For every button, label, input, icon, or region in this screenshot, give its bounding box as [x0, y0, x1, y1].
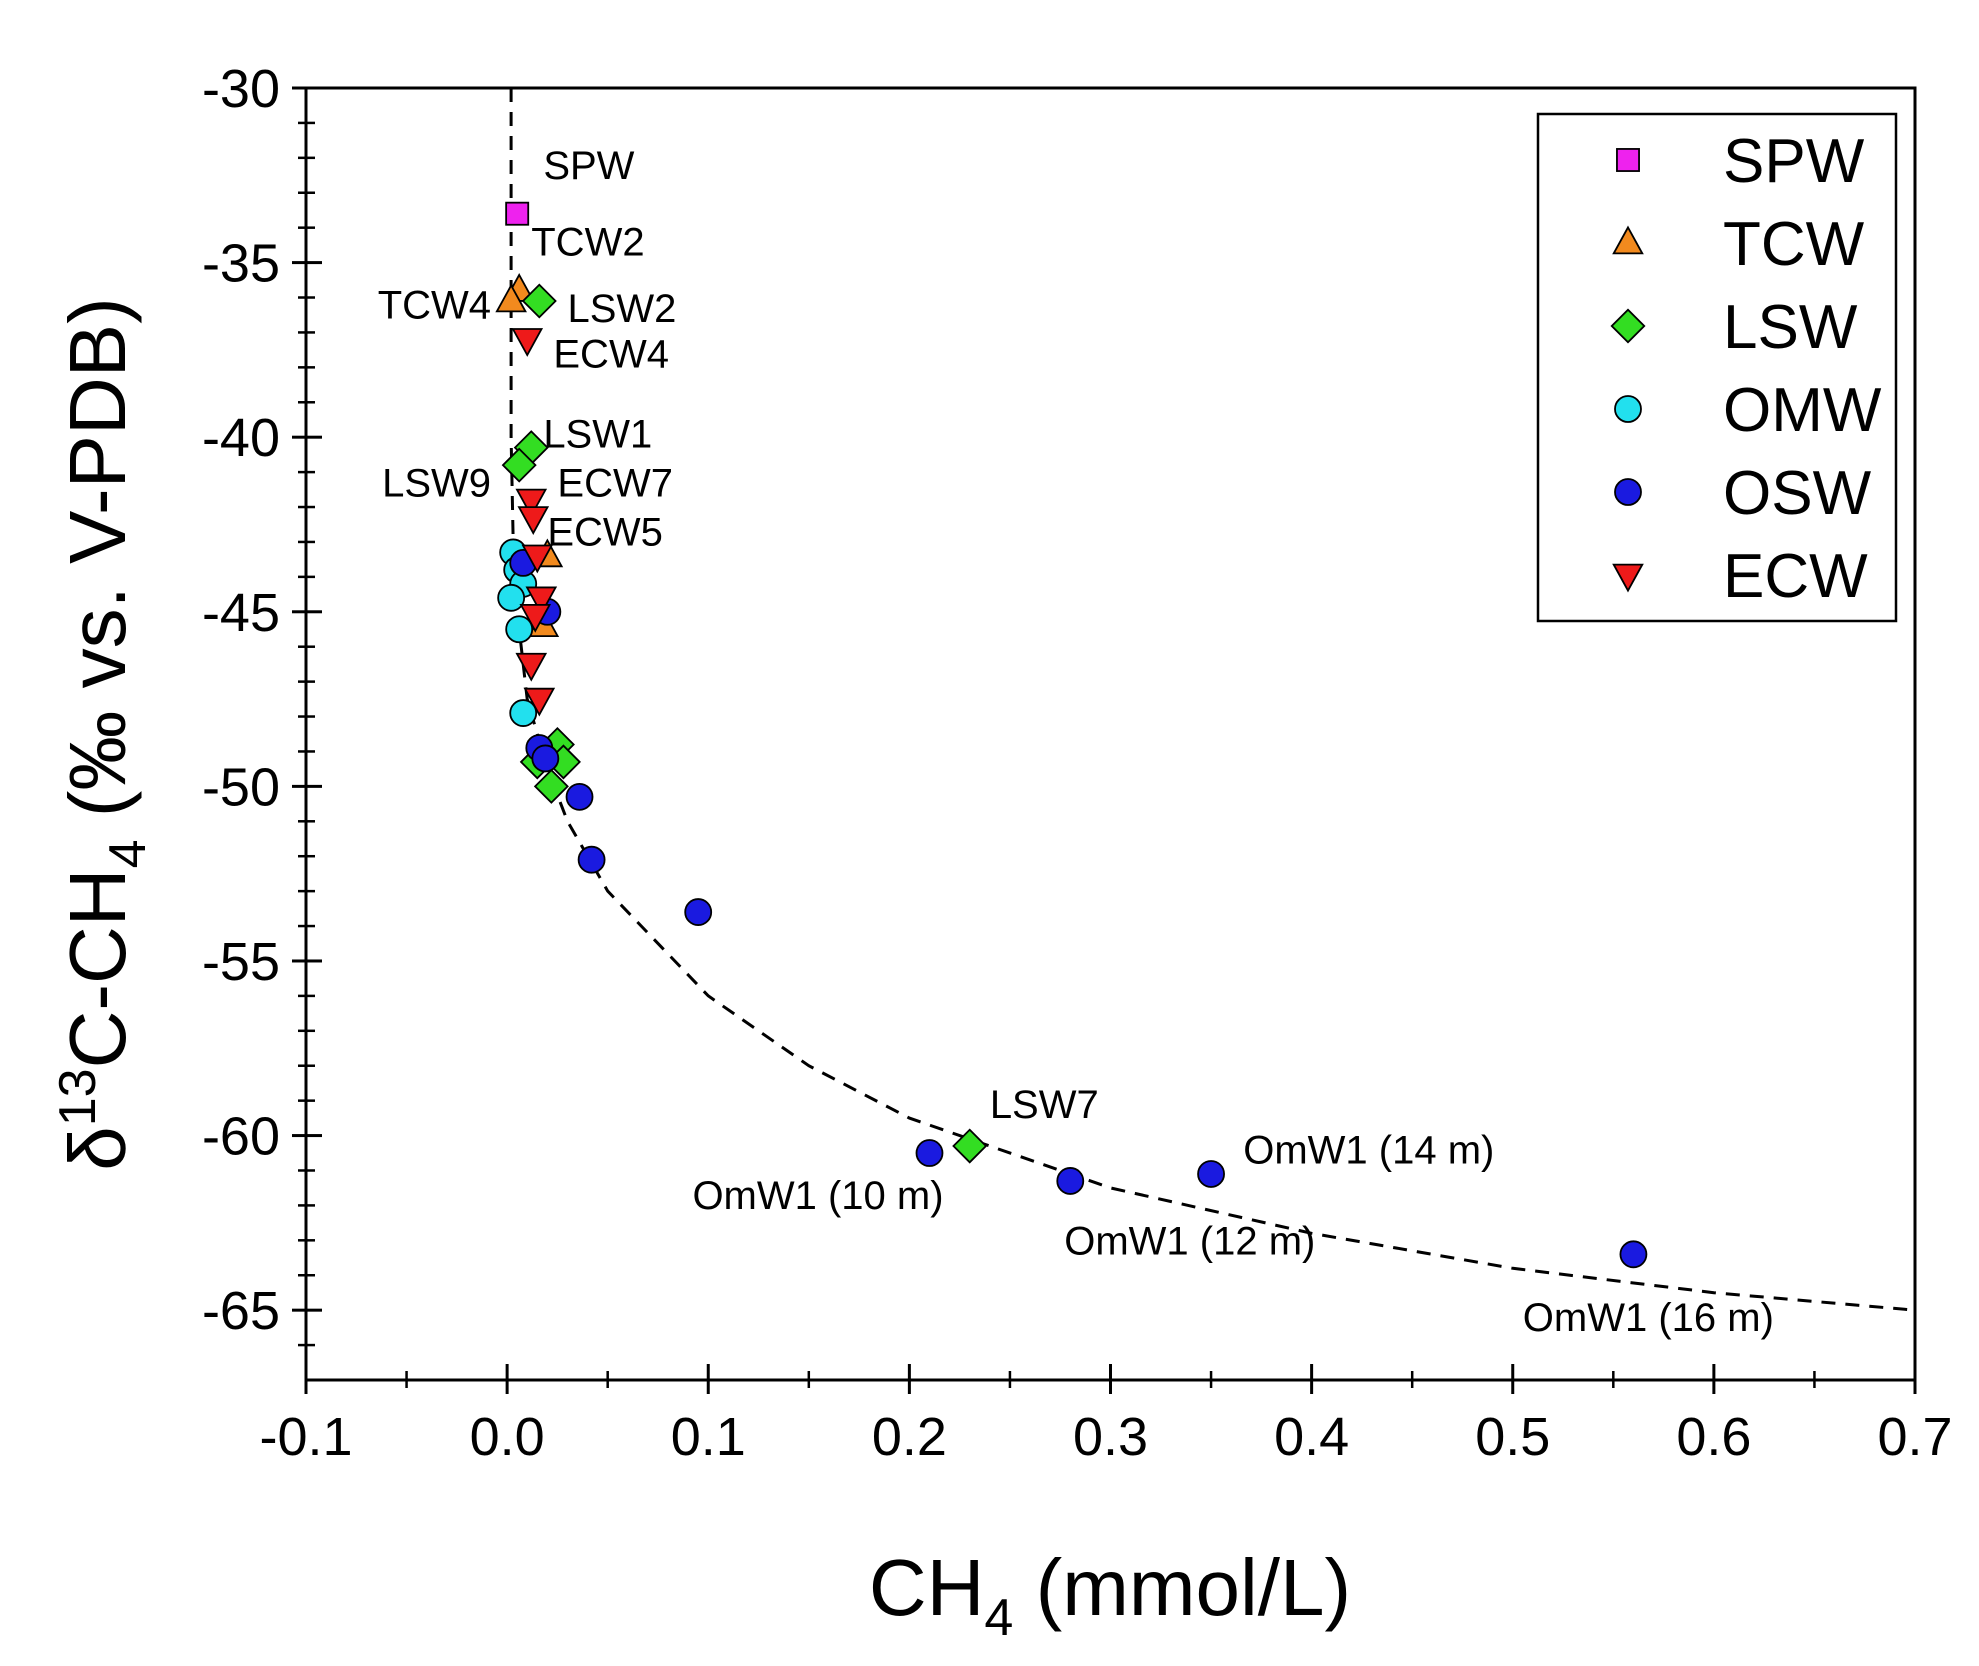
data-point-lsw — [501, 447, 537, 483]
x-tick-label: 0.2 — [872, 1407, 947, 1467]
x-tick-label: 0.6 — [1676, 1407, 1751, 1467]
point-label: OmW1 (14 m) — [1243, 1129, 1494, 1173]
y-tick-label: -40 — [202, 408, 280, 468]
data-point-tcw — [495, 283, 527, 313]
x-tick-label: 0.1 — [671, 1407, 746, 1467]
data-point-osw — [1197, 1160, 1225, 1188]
series-ecw — [511, 328, 558, 717]
data-point-omw — [505, 615, 534, 644]
legend-marker-omw — [1614, 395, 1642, 423]
legend-marker-lsw — [1610, 308, 1646, 344]
point-label: LSW1 — [543, 413, 652, 457]
point-label: ECW7 — [557, 462, 673, 506]
data-point-ecw — [515, 488, 548, 518]
x-axis-title: CH4 (mmol/L) — [869, 1543, 1351, 1647]
data-point-ecw — [525, 586, 558, 616]
legend-label-ecw: ECW — [1723, 542, 1868, 611]
data-point-ecw — [521, 544, 554, 574]
y-tick-label: -45 — [202, 583, 280, 643]
data-points — [495, 201, 1648, 1269]
data-point-spw — [505, 201, 530, 226]
data-point-osw — [577, 845, 606, 874]
data-point-ecw — [523, 687, 556, 717]
data-point-osw — [1056, 1167, 1085, 1195]
x-tick-label: -0.1 — [259, 1407, 352, 1467]
point-label: SPW — [543, 144, 634, 188]
data-point-ecw — [515, 652, 548, 682]
series-osw — [509, 548, 1648, 1269]
point-label: ECW4 — [553, 332, 669, 376]
x-tick-label: 0.0 — [470, 1407, 545, 1467]
legend-label-osw: OSW — [1723, 459, 1872, 528]
trend-line — [509, 88, 1916, 1312]
y-tick-label: -60 — [202, 1107, 280, 1167]
axis-ticks: -0.1 0.0 0.1 0.2 0.3 0.4 0.5 0.6 0.7 -30 -35 -40 -45… — [202, 59, 1953, 1467]
data-point-ecw — [517, 506, 550, 535]
data-point-ecw — [511, 328, 544, 357]
x-tick-label: 0.5 — [1475, 1407, 1550, 1467]
data-point-lsw — [533, 768, 569, 804]
y-tick-label: -50 — [202, 757, 280, 817]
legend-marker-ecw — [1612, 563, 1644, 593]
data-point-omw — [497, 583, 526, 612]
legend-label-tcw: TCW — [1723, 210, 1865, 279]
legend-marker-spw — [1616, 148, 1640, 172]
series-spw — [505, 201, 530, 226]
data-point-osw — [565, 782, 594, 811]
legend-marker-osw — [1614, 478, 1642, 506]
legend-marker-tcw — [1612, 225, 1644, 255]
data-point-osw — [531, 744, 560, 773]
data-point-osw — [1619, 1240, 1648, 1269]
x-tick-label: 0.4 — [1274, 1407, 1349, 1467]
legend: SPW TCW LSW OMW OSW ECW — [1536, 112, 1898, 623]
point-label: TCW4 — [378, 283, 491, 327]
data-point-ecw — [519, 603, 552, 633]
x-tick-label: 0.3 — [1073, 1407, 1148, 1467]
point-label: LSW9 — [382, 462, 491, 506]
point-label: OmW1 (10 m) — [692, 1174, 943, 1218]
data-point-osw — [915, 1139, 944, 1167]
y-tick-label: -55 — [202, 932, 280, 992]
legend-label-spw: SPW — [1723, 127, 1865, 196]
y-tick-label: -30 — [202, 59, 280, 119]
point-label: TCW2 — [531, 221, 644, 265]
point-label: OmW1 (12 m) — [1064, 1219, 1315, 1263]
data-point-omw — [509, 699, 538, 727]
point-label: LSW2 — [567, 287, 676, 331]
y-tick-label: -35 — [202, 234, 280, 294]
x-tick-label: 0.7 — [1877, 1407, 1952, 1467]
point-label: OmW1 (16 m) — [1523, 1296, 1774, 1340]
point-label: ECW5 — [547, 510, 663, 554]
legend-label-lsw: LSW — [1723, 293, 1858, 362]
data-point-lsw — [521, 283, 557, 319]
legend-box — [1536, 112, 1898, 623]
y-axis-title: δ13C-CH4 (‰ vs. V-PDB) — [49, 297, 157, 1171]
point-label: LSW7 — [990, 1083, 1099, 1127]
y-tick-label: -65 — [202, 1281, 280, 1341]
legend-label-omw: OMW — [1723, 376, 1882, 445]
data-point-lsw — [952, 1128, 988, 1164]
data-point-osw — [684, 898, 713, 926]
trend-line-group — [509, 88, 1916, 1312]
